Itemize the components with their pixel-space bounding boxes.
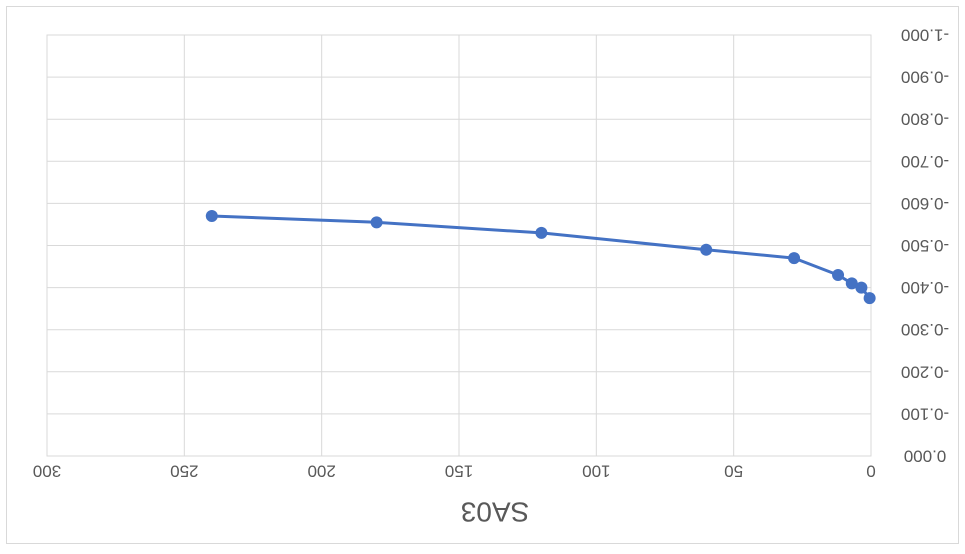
data-point [700, 243, 713, 256]
y-tick-label: -0.300 [901, 320, 949, 339]
data-point [845, 277, 858, 290]
x-tick-label: 150 [445, 462, 473, 481]
x-tick-label: 100 [582, 462, 610, 481]
y-tick-label: -0.600 [901, 194, 949, 213]
x-tick-label: 300 [33, 462, 61, 481]
y-tick-label: -0.500 [901, 236, 949, 255]
chart-area: 0.000 -0.100 -0.200 -0.300 -0.400 -0.500 -0.60… [6, 6, 959, 544]
x-tick-label: 250 [170, 462, 198, 481]
y-tick-label: -0.100 [901, 404, 949, 423]
data-point [788, 252, 801, 265]
data-point [535, 226, 548, 239]
y-tick-label: -0.900 [901, 68, 949, 87]
chart-title: SA03 [461, 497, 530, 528]
y-tick-label: -0.800 [901, 110, 949, 129]
data-point [855, 281, 868, 294]
data-point [832, 268, 845, 281]
x-tick-label: 0 [866, 462, 875, 481]
y-tick-label: -0.200 [901, 362, 949, 381]
y-tick-label: 0.000 [904, 447, 947, 466]
x-tick-label: 200 [307, 462, 335, 481]
y-tick-label: -0.700 [901, 152, 949, 171]
x-tick-label: 50 [724, 462, 743, 481]
y-tick-label: -1.000 [901, 26, 949, 45]
data-point [205, 210, 218, 223]
y-tick-label: -0.400 [901, 278, 949, 297]
line-chart: 0.000 -0.100 -0.200 -0.300 -0.400 -0.500 -0.60… [33, 26, 949, 528]
data-point [863, 292, 876, 305]
data-point [370, 216, 383, 229]
